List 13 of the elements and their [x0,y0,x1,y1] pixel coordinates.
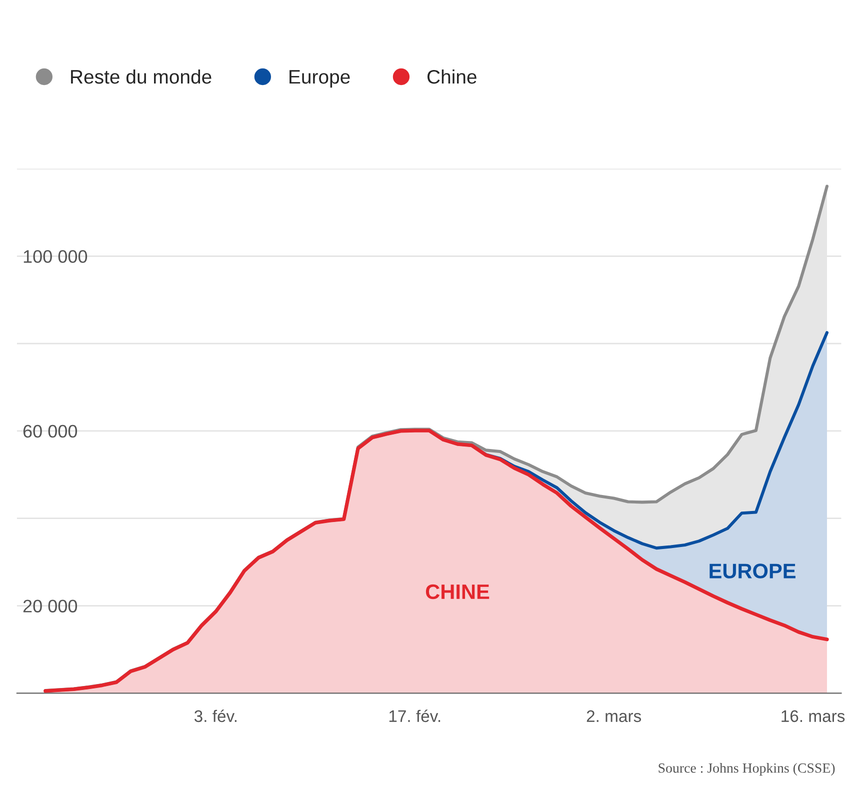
legend-label: Europe [290,70,350,88]
legend-label: Reste du monde [71,69,212,84]
y-tick-label: 20 000 [23,600,78,612]
legend-label: Chine [427,69,476,84]
annotation: EUROPE [710,564,796,578]
y-tick-label: 60 000 [23,424,78,438]
x-tick-label: 16. mars [782,710,845,722]
x-tick-label: 3. fév. [194,710,236,722]
annotation: CHINE [426,584,490,600]
x-tick-label: 2. mars [586,710,642,722]
x-tick-label: 17. fév. [389,710,440,722]
y-tick-label: 100 000 [24,250,88,263]
source-note: Source : Johns Hopkins (CSSE) [658,762,835,776]
